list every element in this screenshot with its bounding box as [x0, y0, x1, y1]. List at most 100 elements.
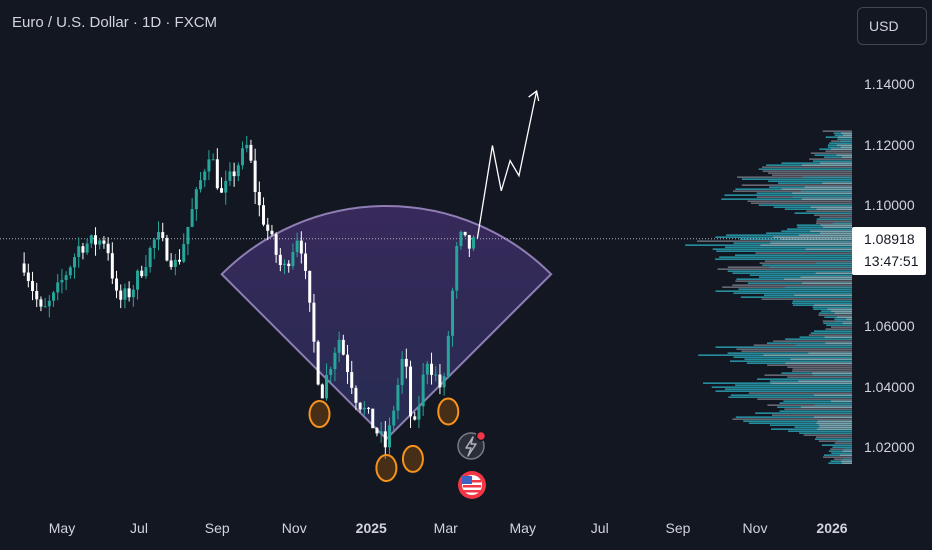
candle [472, 235, 476, 252]
time-tick-label: Nov [281, 520, 307, 536]
volume-profile-bar [814, 154, 852, 156]
volume-profile-bar [831, 310, 852, 312]
candle [186, 226, 190, 256]
volume-profile-bar [719, 256, 852, 258]
volume-profile-bar [716, 250, 852, 252]
candle [291, 243, 295, 270]
volume-profile-bar [814, 214, 852, 216]
candle [333, 347, 337, 382]
volume-profile-bar [769, 266, 852, 268]
candle [194, 187, 198, 221]
volume-profile-bar [841, 460, 852, 462]
volume-profile-bar [783, 278, 852, 280]
time-tick-label: Jul [590, 520, 609, 536]
volume-profile-bar [831, 148, 852, 150]
currency-button[interactable]: USD [857, 7, 927, 45]
volume-profile-bar [762, 170, 852, 172]
volume-profile-bar [770, 242, 852, 244]
volume-profile-bar [715, 258, 852, 260]
candle [337, 331, 341, 363]
dividend-event-icon[interactable] [457, 430, 487, 460]
volume-profile-bar [813, 304, 852, 306]
volume-profile-bar [792, 196, 852, 198]
candle [283, 259, 287, 275]
volume-profile-bar [784, 286, 852, 288]
candle [270, 224, 274, 237]
projection-line [476, 90, 538, 239]
candle [467, 234, 471, 258]
volume-profile-bar [792, 300, 852, 302]
volume-profile-bar [773, 236, 852, 238]
volume-profile-bar [767, 404, 852, 406]
volume-profile-bar [799, 432, 852, 434]
us-flag-event-icon[interactable] [458, 471, 486, 499]
volume-profile-bar [733, 190, 852, 192]
candle [77, 237, 81, 268]
candle [299, 231, 303, 264]
volume-profile-bar [783, 400, 852, 402]
candle [56, 274, 60, 301]
volume-profile-bar [844, 448, 852, 450]
volume-profile-bar [748, 422, 852, 424]
volume-profile-bar [843, 458, 852, 460]
volume-profile-bar [823, 454, 852, 456]
volume-profile-bar [741, 184, 852, 186]
volume-profile-bar [813, 416, 852, 418]
volume-profile-bar [755, 412, 852, 414]
volume-profile-bar [824, 156, 852, 158]
volume-profile-bar [788, 430, 852, 432]
volume-profile-bar [839, 454, 852, 456]
candle [266, 217, 270, 241]
candle [417, 395, 421, 429]
time-tick-label: Nov [742, 520, 768, 536]
event-icons[interactable] [457, 430, 487, 500]
volume-profile-bar [812, 374, 852, 376]
volume-profile-bar [816, 220, 852, 222]
time-tick-label: 2026 [816, 520, 848, 536]
volume-profile-bar [787, 376, 852, 378]
volume-profile-bar [834, 458, 852, 460]
volume-profile-bar [711, 386, 852, 388]
volume-profile-bar [785, 362, 852, 364]
volume-profile-bar [792, 370, 852, 372]
volume-profile-bar [810, 230, 852, 232]
volume-profile-bar [747, 282, 852, 284]
candle [354, 385, 358, 411]
volume-profile-bar [766, 342, 852, 344]
volume-profile-bar [818, 440, 852, 442]
volume-profile-bar [760, 244, 852, 246]
volume-profile-bar [801, 164, 852, 166]
time-tick-label: Mar [433, 520, 458, 536]
volume-profile-bar [770, 240, 852, 242]
candle [178, 249, 182, 265]
volume-profile-bar [827, 146, 852, 148]
candle [136, 269, 140, 300]
candle [329, 366, 333, 384]
volume-profile-bar [814, 404, 852, 406]
volume-profile-bar [736, 348, 852, 350]
volume-profile-bar [728, 396, 852, 398]
volume-profile-bar [717, 268, 852, 270]
candle [115, 270, 119, 299]
candle [169, 253, 173, 270]
candle [52, 290, 56, 307]
volume-profile-bar [715, 290, 852, 292]
volume-profile-bar [840, 140, 852, 142]
candle [98, 238, 102, 250]
candle [257, 181, 261, 217]
volume-profile-bar [763, 354, 852, 356]
volume-profile-bar [831, 452, 852, 454]
volume-profile-bar [812, 160, 852, 162]
volume-profile-bar [819, 216, 852, 218]
volume-profile-bar [748, 392, 852, 394]
volume-profile-bar [759, 262, 852, 264]
candle [89, 234, 93, 248]
volume-profile-bar [734, 254, 852, 256]
volume-profile-bar [800, 276, 852, 278]
candle [312, 293, 316, 353]
volume-profile-bar [761, 298, 852, 300]
volume-profile-bar [825, 150, 852, 152]
candle [152, 237, 156, 260]
volume-profile-bar [809, 158, 852, 160]
